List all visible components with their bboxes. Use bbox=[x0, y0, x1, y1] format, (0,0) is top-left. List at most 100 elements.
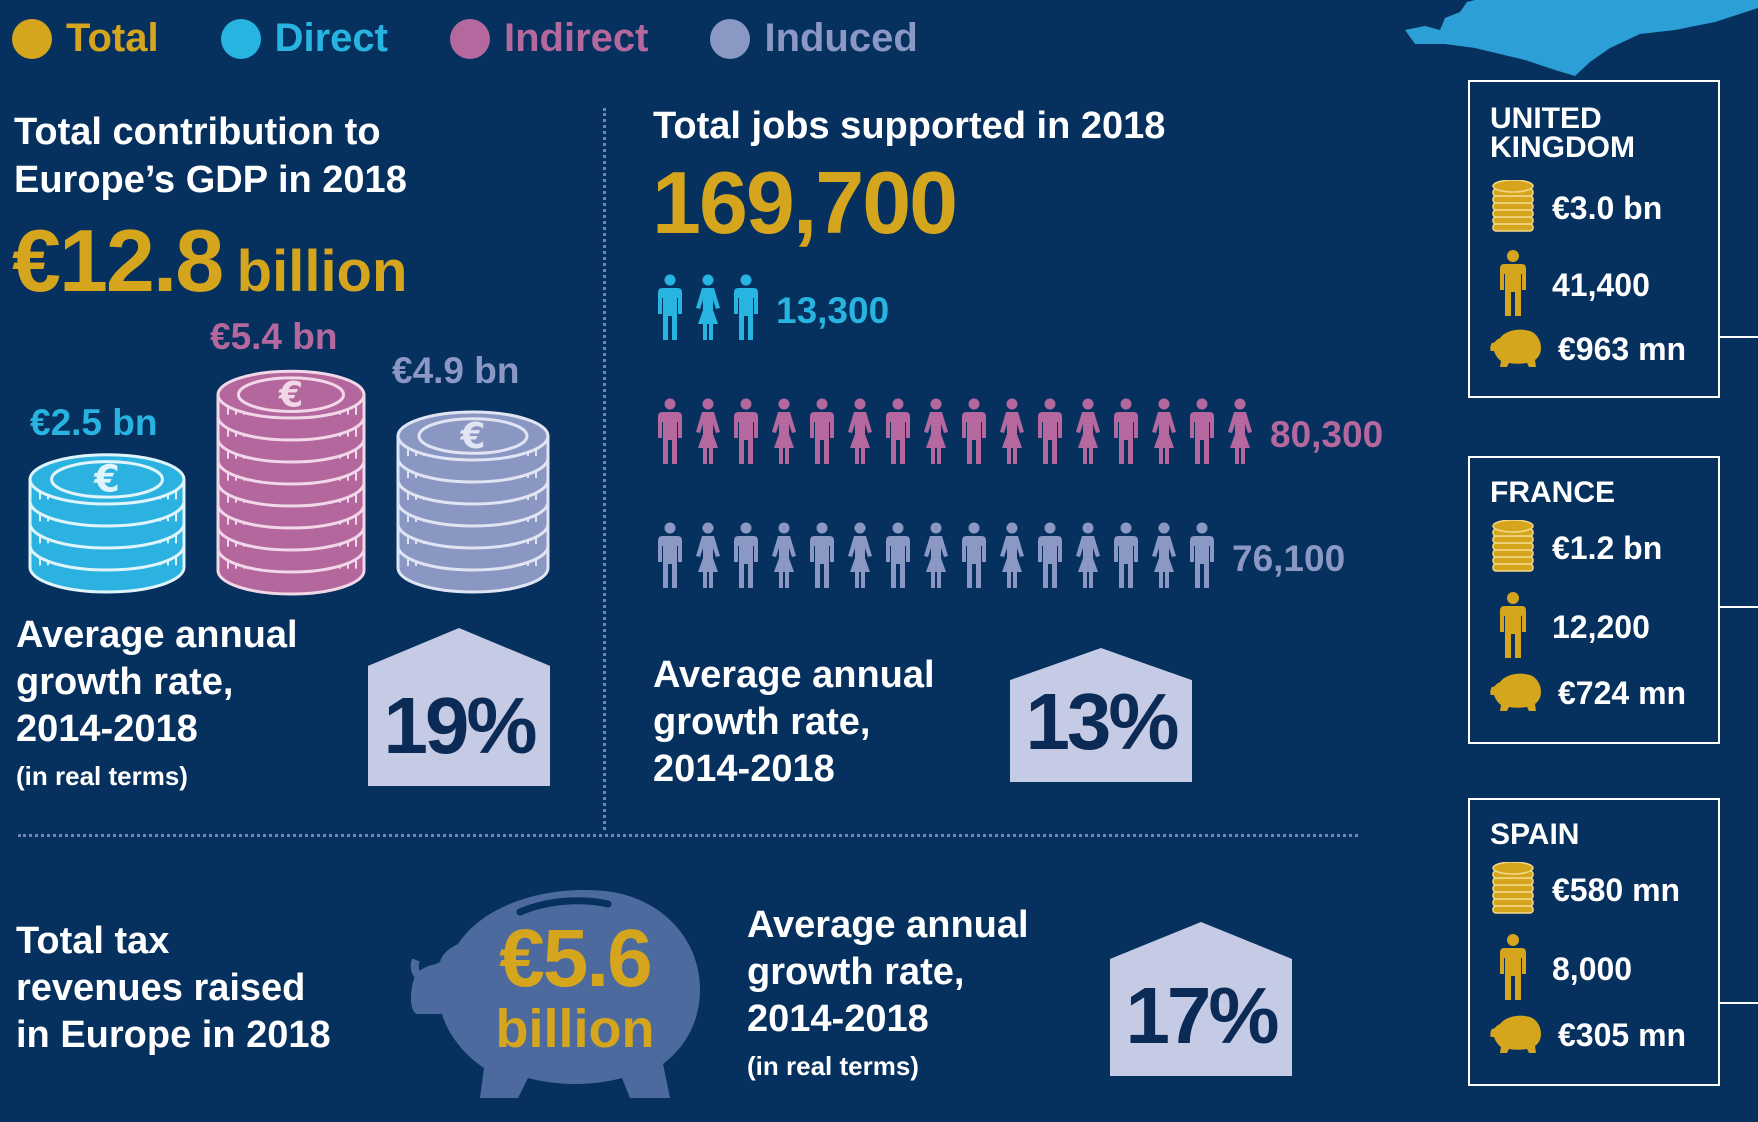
tax-heading-line1: Total tax bbox=[16, 920, 170, 962]
legend-dot-total bbox=[12, 18, 52, 59]
person-icon bbox=[806, 522, 838, 595]
gdp-indirect-label: €5.4 bn bbox=[210, 316, 338, 357]
gdp-heading: Total contribution to Europe’s GDP in 20… bbox=[14, 108, 407, 204]
person-icon bbox=[996, 522, 1028, 595]
piggy-bank-large-icon bbox=[410, 889, 700, 1098]
person-icon bbox=[1110, 522, 1142, 595]
country-name-france: FRANCE bbox=[1490, 476, 1615, 509]
tax-amount-block: €5.6 billion bbox=[470, 913, 680, 1057]
jobs-growth-line2: growth rate, bbox=[653, 701, 871, 743]
map-coastline-icon bbox=[1405, 0, 1758, 76]
uk-jobs-row: 41,400 bbox=[1490, 250, 1650, 321]
france-jobs-value: 12,200 bbox=[1552, 609, 1650, 645]
spain-gdp-row: €580 mn bbox=[1490, 861, 1681, 919]
person-icon bbox=[1110, 398, 1142, 471]
legend-label-induced: Induced bbox=[764, 16, 918, 60]
person-icon bbox=[730, 522, 762, 595]
gdp-total-unit: billion bbox=[236, 239, 408, 304]
jobs-growth-house: 13% bbox=[1010, 648, 1192, 782]
person-icon bbox=[1490, 934, 1536, 1005]
piggy-bank-icon bbox=[1490, 1012, 1542, 1059]
tax-growth-line2: growth rate, bbox=[747, 951, 965, 993]
legend-item-total: Total bbox=[12, 16, 159, 61]
jobs-indirect-value: 80,300 bbox=[1270, 413, 1384, 455]
tax-heading: Total tax revenues raised in Europe in 2… bbox=[16, 918, 331, 1059]
tax-growth-house: 17% bbox=[1110, 922, 1292, 1076]
france-gdp-row: €1.2 bn bbox=[1490, 519, 1663, 577]
jobs-growth-text: Average annual growth rate, 2014-2018 bbox=[653, 652, 935, 793]
country-box-spain: SPAIN €580 mn 8,000 €305 mn bbox=[1468, 798, 1720, 1086]
country-box-france: FRANCE €1.2 bn 12,200 €724 mn bbox=[1468, 456, 1720, 744]
person-icon bbox=[844, 398, 876, 471]
person-icon bbox=[882, 522, 914, 595]
legend-item-induced: Induced bbox=[710, 16, 918, 61]
country-name-uk-line1: UNITED bbox=[1490, 102, 1602, 135]
coin-stack-icon bbox=[1490, 861, 1536, 919]
coin-stack-icon bbox=[1490, 519, 1536, 577]
piggy-bank-icon bbox=[1490, 670, 1542, 717]
gdp-induced-label: €4.9 bn bbox=[392, 350, 520, 391]
svg-text:€: € bbox=[278, 374, 303, 415]
coin-stack-direct-icon: € bbox=[28, 453, 186, 594]
legend-dot-indirect bbox=[449, 18, 490, 59]
france-jobs-row: 12,200 bbox=[1490, 592, 1650, 663]
person-icon bbox=[1186, 522, 1218, 595]
gdp-growth-line2: growth rate, bbox=[16, 661, 234, 703]
person-icon bbox=[768, 398, 800, 471]
jobs-growth-line3: 2014-2018 bbox=[653, 748, 835, 790]
uk-gdp-row: €3.0 bn bbox=[1490, 179, 1662, 237]
legend-label-total: Total bbox=[66, 16, 159, 60]
piggy-bank-icon bbox=[1490, 326, 1542, 373]
uk-tax-row: €963 mn bbox=[1490, 326, 1686, 373]
person-icon bbox=[692, 522, 724, 595]
legend: Total Direct Indirect Induced bbox=[12, 16, 918, 61]
horizontal-divider bbox=[18, 834, 1358, 837]
tax-growth-line3: 2014-2018 bbox=[747, 998, 929, 1040]
gdp-heading-line2: Europe’s GDP in 2018 bbox=[14, 159, 407, 201]
person-icon bbox=[1072, 398, 1104, 471]
person-icon bbox=[1072, 522, 1104, 595]
coin-stack-indirect-icon: € bbox=[216, 369, 366, 596]
person-icon bbox=[654, 398, 686, 471]
spain-jobs-row: 8,000 bbox=[1490, 934, 1632, 1005]
jobs-heading: Total jobs supported in 2018 bbox=[653, 105, 1166, 147]
france-tax-row: €724 mn bbox=[1490, 670, 1686, 717]
country-name-uk: UNITED KINGDOM bbox=[1490, 102, 1635, 164]
person-icon bbox=[1148, 398, 1180, 471]
vertical-divider bbox=[603, 108, 606, 830]
france-gdp-value: €1.2 bn bbox=[1552, 530, 1663, 566]
coin-stack-induced-icon: € bbox=[396, 410, 550, 594]
uk-tax-value: €963 mn bbox=[1558, 331, 1687, 367]
jobs-induced-people bbox=[654, 522, 1218, 595]
gdp-growth-text: Average annual growth rate, 2014-2018 (i… bbox=[16, 612, 298, 800]
gdp-heading-line1: Total contribution to bbox=[14, 111, 381, 153]
legend-item-direct: Direct bbox=[220, 16, 388, 61]
gdp-growth-line3: 2014-2018 bbox=[16, 708, 198, 750]
person-icon bbox=[1034, 522, 1066, 595]
person-icon bbox=[768, 522, 800, 595]
france-tax-value: €724 mn bbox=[1558, 675, 1687, 711]
person-icon bbox=[920, 522, 952, 595]
spain-gdp-value: €580 mn bbox=[1552, 872, 1681, 908]
person-icon bbox=[1186, 398, 1218, 471]
person-icon bbox=[730, 398, 762, 471]
spain-tax-value: €305 mn bbox=[1558, 1017, 1687, 1053]
jobs-growth-value: 13% bbox=[1025, 677, 1179, 766]
person-icon bbox=[996, 398, 1028, 471]
coin-stack-icon bbox=[1490, 179, 1536, 237]
gdp-growth-line1: Average annual bbox=[16, 614, 298, 656]
uk-connector-line bbox=[1716, 336, 1758, 338]
person-icon bbox=[1224, 398, 1256, 471]
france-connector-line bbox=[1716, 606, 1758, 608]
gdp-growth-note: (in real terms) bbox=[16, 761, 188, 791]
person-icon bbox=[1034, 398, 1066, 471]
person-icon bbox=[1490, 592, 1536, 663]
country-name-uk-line2: KINGDOM bbox=[1490, 131, 1635, 164]
tax-growth-line1: Average annual bbox=[747, 904, 1029, 946]
tax-amount: €5.6 bbox=[499, 913, 653, 1004]
person-icon bbox=[958, 398, 990, 471]
person-icon bbox=[882, 398, 914, 471]
jobs-growth-line1: Average annual bbox=[653, 654, 935, 696]
person-icon bbox=[958, 522, 990, 595]
person-icon bbox=[654, 522, 686, 595]
